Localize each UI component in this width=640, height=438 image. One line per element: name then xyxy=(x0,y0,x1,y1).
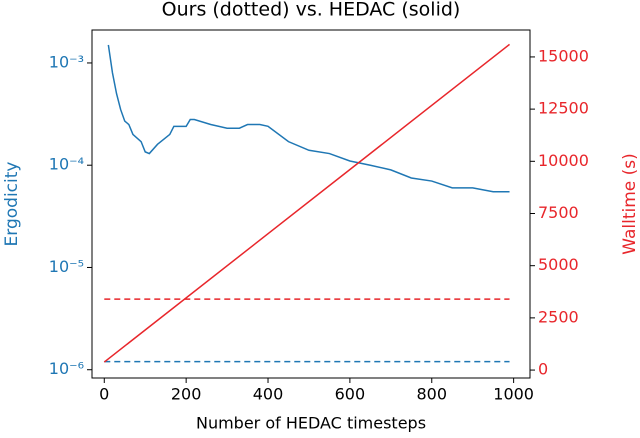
y-tick-label: 10⁻⁵ xyxy=(49,257,84,276)
x-tick-label: 400 xyxy=(253,385,284,404)
y-tick-label: 10⁻⁶ xyxy=(49,359,84,378)
y2-tick-label: 15000 xyxy=(538,46,589,65)
y2-tick-label: 10000 xyxy=(538,151,589,170)
y-tick-label: 10⁻⁴ xyxy=(49,155,84,174)
x-tick-label: 600 xyxy=(335,385,366,404)
series-line xyxy=(103,43,510,363)
x-axis-label: Number of HEDAC timesteps xyxy=(196,414,426,433)
y-axis-label: Ergodicity xyxy=(2,162,22,247)
y2-tick-label: 0 xyxy=(538,360,548,379)
x-tick-label: 1000 xyxy=(493,385,534,404)
series-line xyxy=(107,44,510,193)
y2-axis-label: Walltime (s) xyxy=(620,153,640,255)
y2-tick-label: 5000 xyxy=(538,255,579,274)
y2-tick-label: 2500 xyxy=(538,307,579,326)
x-tick-label: 0 xyxy=(99,385,109,404)
x-tick-label: 200 xyxy=(171,385,202,404)
y2-tick-label: 12500 xyxy=(538,99,589,118)
y2-tick-label: 7500 xyxy=(538,203,579,222)
x-tick-label: 800 xyxy=(416,385,447,404)
plot-frame xyxy=(91,29,531,379)
chart-title: Ours (dotted) vs. HEDAC (solid) xyxy=(162,0,461,21)
y-tick-label: 10⁻³ xyxy=(49,52,84,71)
